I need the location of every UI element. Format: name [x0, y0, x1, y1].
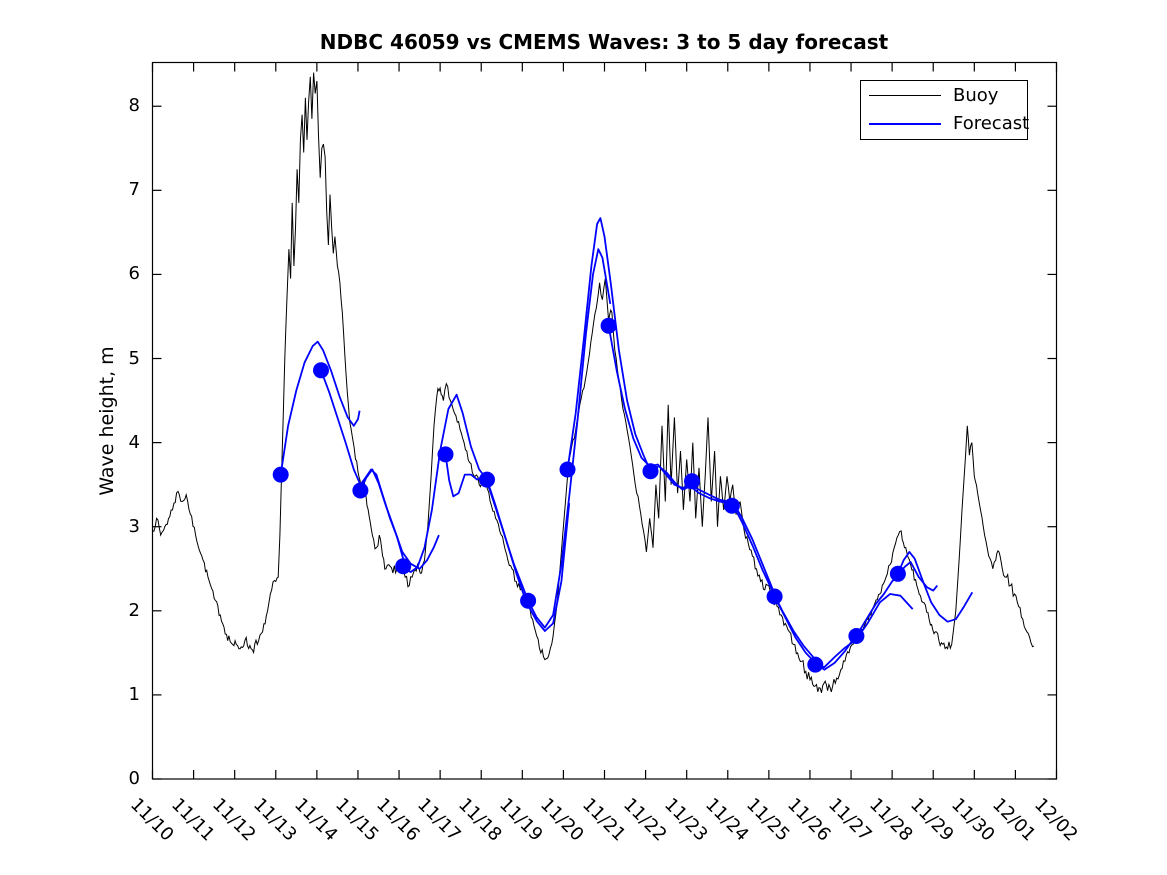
legend-box: Buoy Forecast [860, 80, 1030, 140]
forecast-marker-dot [642, 463, 659, 480]
buoy-line-sample-icon [869, 95, 941, 97]
forecast-marker-dot [395, 558, 412, 575]
forecast-marker-dot [684, 473, 700, 490]
forecast-segment-line [320, 369, 405, 559]
forecast-segment-line [527, 248, 612, 629]
legend-item-buoy: Buoy [861, 82, 1027, 110]
axes-box [151, 61, 1058, 780]
y-tick-label: 6 [128, 263, 140, 285]
y-tick-label: 2 [128, 599, 140, 621]
y-tick-label: 8 [128, 95, 140, 117]
forecast-segment-line [815, 593, 914, 669]
forecast-marker-dot [272, 466, 289, 483]
forecast-marker-dot [559, 461, 576, 478]
forecast-segment-line [486, 479, 571, 632]
legend-label-forecast: Forecast [953, 113, 1030, 135]
forecast-segment-line [897, 551, 974, 623]
forecast-marker-dot [520, 592, 537, 609]
forecast-marker-dot [766, 588, 783, 605]
y-tick-label: 7 [128, 179, 140, 201]
forecast-marker-dot [889, 565, 906, 582]
y-tick-label: 4 [128, 431, 140, 453]
forecast-segment-line [566, 217, 652, 472]
forecast-marker-dot [313, 362, 329, 379]
forecast-marker-dot [807, 656, 824, 673]
forecast-line-sample-icon [869, 123, 941, 126]
forecast-marker-dot [437, 446, 454, 463]
chart-title: NDBC 46059 vs CMEMS Waves: 3 to 5 day fo… [319, 30, 889, 54]
forecast-marker-dot [352, 482, 369, 499]
y-tick-label: 1 [128, 683, 140, 705]
forecast-marker-dot [848, 628, 865, 644]
forecast-segment-line [732, 505, 816, 661]
forecast-marker-dot [479, 471, 495, 488]
forecast-segment-line [359, 468, 440, 570]
forecast-marker-dot [600, 317, 617, 334]
y-tick-label: 5 [128, 347, 140, 369]
forecast-segment-line [402, 393, 488, 573]
legend-item-forecast: Forecast [861, 110, 1030, 138]
y-tick-label: 0 [128, 768, 140, 789]
legend-label-buoy: Buoy [953, 84, 999, 106]
y-tick-label: 3 [128, 515, 140, 537]
forecast-segment-line [279, 340, 361, 475]
buoy-series-line [152, 72, 1035, 693]
forecast-marker-dot [723, 497, 740, 514]
